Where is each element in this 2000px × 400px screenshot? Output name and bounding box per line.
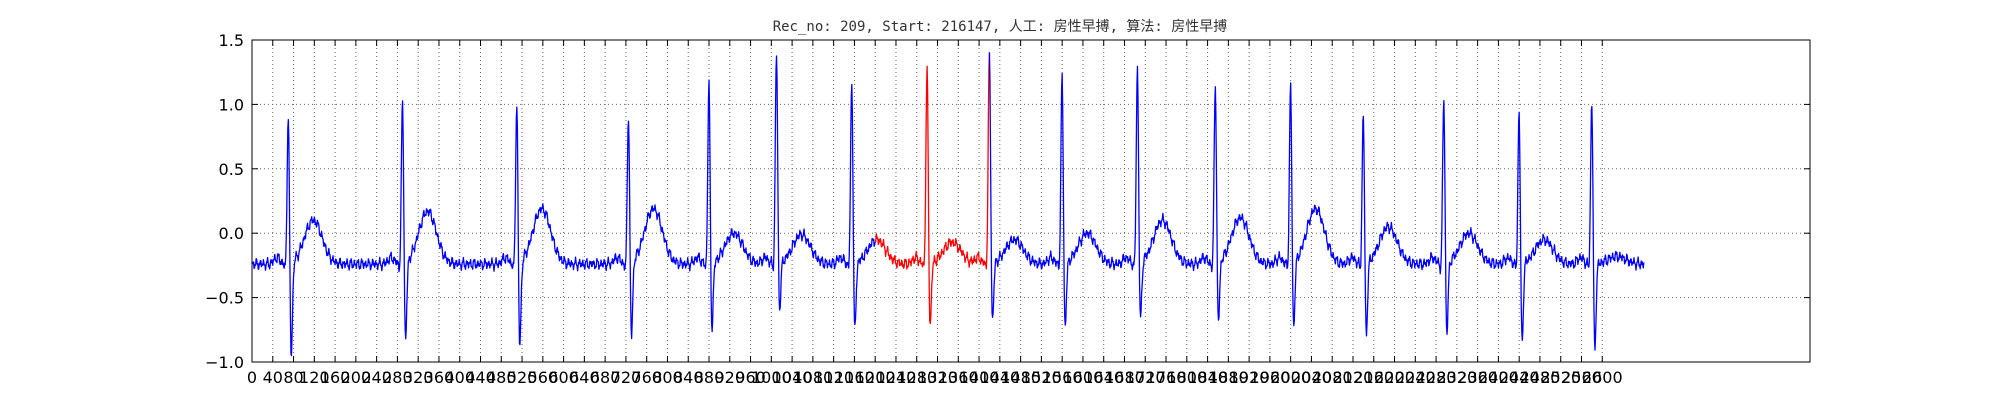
x-tick-label: 400 <box>444 368 475 387</box>
x-tick-label: 800 <box>652 368 683 387</box>
x-tick-label: 1400 <box>959 368 1000 387</box>
x-tick-label: 2520 <box>1540 368 1581 387</box>
x-tick-label: 1240 <box>876 368 917 387</box>
x-tick-label: 1320 <box>917 368 958 387</box>
x-tick-label: 160 <box>320 368 351 387</box>
x-tick-label: 1160 <box>834 368 875 387</box>
x-tick-label: 200 <box>341 368 372 387</box>
x-tick-label: 2080 <box>1312 368 1353 387</box>
x-tick-label: 2320 <box>1436 368 1477 387</box>
chart-title: Rec_no: 209, Start: 216147, 人工: 房性早搏, 算法… <box>773 18 1228 35</box>
x-tick-label: 2120 <box>1333 368 1374 387</box>
x-tick-label: 1600 <box>1063 368 1104 387</box>
x-tick-label: 640 <box>569 368 600 387</box>
x-tick-label: 1840 <box>1187 368 1228 387</box>
x-tick-label: 1680 <box>1104 368 1145 387</box>
x-tick-label: 2400 <box>1478 368 1519 387</box>
x-tick-label: 720 <box>611 368 642 387</box>
x-tick-label: 960 <box>735 368 766 387</box>
x-tick-label: 360 <box>424 368 455 387</box>
x-tick-label: 2280 <box>1416 368 1457 387</box>
x-tick-label: 1960 <box>1250 368 1291 387</box>
y-axis: 1.5 1.0 0.5 0.0 −0.5 −1.0 <box>205 31 1810 372</box>
ecg-line-highlight <box>874 52 991 325</box>
ecg-series <box>251 52 1645 357</box>
x-tick-label: 1000 <box>751 368 792 387</box>
x-tick-label: 240 <box>361 368 392 387</box>
x-tick-label: 2160 <box>1353 368 1394 387</box>
x-tick-label: 1560 <box>1042 368 1083 387</box>
x-tick-label: 1440 <box>979 368 1020 387</box>
x-tick-label: 1040 <box>772 368 813 387</box>
x-axis: 0 40 8012016020024028032036040044048052056… <box>247 40 1623 387</box>
x-tick-label: 2000 <box>1270 368 1311 387</box>
y-tick-label: 0.0 <box>219 224 244 243</box>
x-tick-label: 1200 <box>855 368 896 387</box>
x-tick-label: 2240 <box>1395 368 1436 387</box>
ecg-line-normal <box>988 52 1645 351</box>
y-tick-label: 1.5 <box>219 31 244 50</box>
x-tick-label: 1120 <box>813 368 854 387</box>
x-tick-label: 560 <box>528 368 559 387</box>
x-tick-label: 120 <box>299 368 330 387</box>
grid-lines <box>252 40 1810 362</box>
x-tick-label: 2360 <box>1457 368 1498 387</box>
y-tick-label: 0.5 <box>219 160 244 179</box>
x-tick-label: 1800 <box>1166 368 1207 387</box>
y-tick-label: −0.5 <box>205 289 244 308</box>
x-tick-label: 1360 <box>938 368 979 387</box>
x-tick-label: 1640 <box>1083 368 1124 387</box>
x-tick-label: 1480 <box>1000 368 1041 387</box>
x-tick-label: 520 <box>507 368 538 387</box>
x-tick-label: 2480 <box>1520 368 1561 387</box>
x-tick-label: 0 <box>247 368 257 387</box>
x-tick-label: 1880 <box>1208 368 1249 387</box>
x-tick-label: 1760 <box>1146 368 1187 387</box>
x-tick-label: 600 <box>548 368 579 387</box>
x-tick-label: 2440 <box>1499 368 1540 387</box>
x-tick-label: 2200 <box>1374 368 1415 387</box>
x-tick-label: 840 <box>673 368 704 387</box>
x-tick-label: 760 <box>631 368 662 387</box>
y-tick-label: 1.0 <box>219 95 244 114</box>
x-tick-label: 1080 <box>793 368 834 387</box>
x-tick-label: 1520 <box>1021 368 1062 387</box>
x-tick-label: 1920 <box>1229 368 1270 387</box>
x-tick-label: 480 <box>486 368 517 387</box>
y-tick-label: −1.0 <box>205 353 244 372</box>
x-tick-label: 880 <box>694 368 725 387</box>
plot-frame <box>251 39 1811 363</box>
x-tick-label: 2560 <box>1561 368 1602 387</box>
ecg-line-normal <box>251 55 876 357</box>
x-tick-label: 40 <box>263 368 283 387</box>
x-tick-label: 1720 <box>1125 368 1166 387</box>
x-tick-label: 320 <box>403 368 434 387</box>
x-tick-label: 920 <box>715 368 746 387</box>
x-tick-label: 280 <box>382 368 413 387</box>
x-tick-label: 440 <box>465 368 496 387</box>
x-tick-label: 2040 <box>1291 368 1332 387</box>
x-tick-label: 2600 <box>1582 368 1623 387</box>
x-tick-label: 80 <box>283 368 303 387</box>
x-tick-label: 680 <box>590 368 621 387</box>
x-tick-label: 1280 <box>896 368 937 387</box>
